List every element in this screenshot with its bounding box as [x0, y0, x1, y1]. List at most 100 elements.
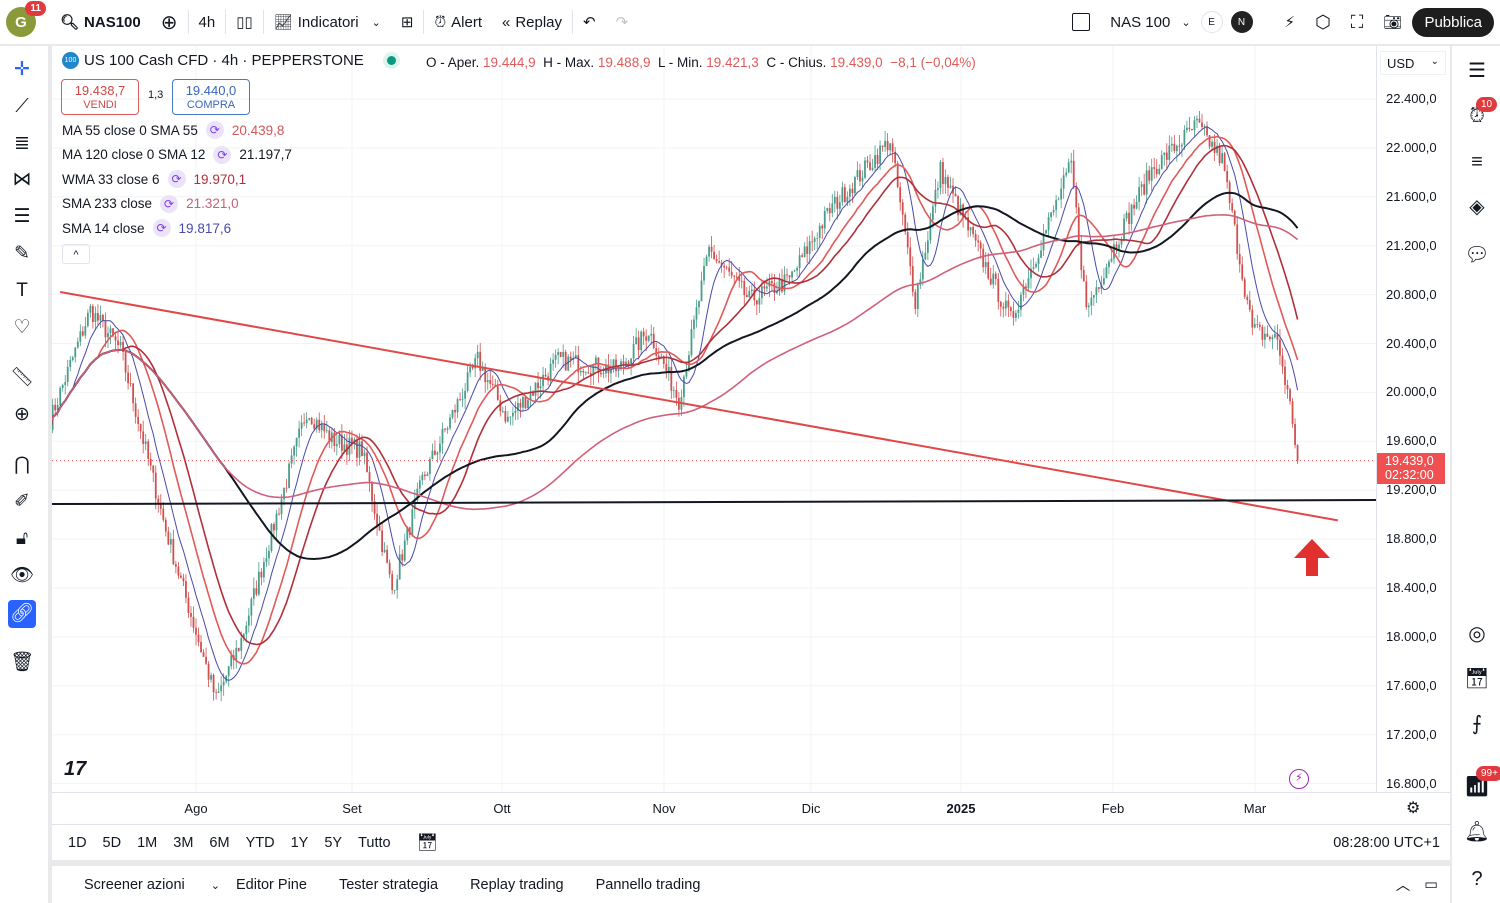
candle-body	[102, 315, 104, 321]
maximize-panel-icon[interactable]: ▭	[1424, 876, 1438, 893]
range-5d[interactable]: 5D	[102, 834, 122, 851]
interval-button[interactable]: 4h	[198, 13, 216, 31]
collapse-legend-button[interactable]: ^	[62, 243, 90, 264]
range-ytd[interactable]: YTD	[245, 834, 275, 851]
redo-button[interactable]: ↷	[606, 0, 639, 44]
indicator-wma33[interactable]: WMA 33 close 6 ⟳ 19.970,1	[62, 167, 292, 192]
cycle-icon[interactable]: ⟳	[205, 121, 224, 140]
zoom-in-icon[interactable]: ⊕	[14, 404, 30, 425]
quick-search-button[interactable]: ⚡︎	[1275, 0, 1306, 44]
compare-symbol-button[interactable]: NAS 100 ⌄	[1100, 0, 1200, 44]
layout-button[interactable]	[1062, 0, 1100, 44]
candle-body	[1183, 130, 1186, 145]
cycle-icon[interactable]: ⟳	[167, 170, 186, 189]
lightning-icon[interactable]: ⚡︎	[1289, 769, 1309, 789]
replay-button[interactable]: «Replay	[492, 0, 572, 44]
lock-icon[interactable]: 🔓︎	[15, 528, 29, 549]
tab-replay-trading[interactable]: Replay trading	[470, 876, 564, 893]
link-icon[interactable]: 🔗︎	[8, 600, 36, 628]
trendline-icon[interactable]: ⟋	[15, 96, 29, 117]
ideas-stream-icon[interactable]: 📶︎ 99+	[1464, 766, 1500, 800]
e-button[interactable]: E	[1200, 11, 1223, 33]
settings-button[interactable]: ⬡	[1305, 0, 1341, 44]
candle-body	[909, 247, 912, 267]
cycle-icon[interactable]: ⟳	[213, 145, 232, 164]
candle-body	[582, 370, 585, 373]
heart-icon[interactable]: ♡	[13, 317, 31, 338]
clock[interactable]: 08:28:00 UTC+1	[1333, 834, 1440, 851]
candle-body	[766, 286, 768, 289]
forecast-icon[interactable]: ☰	[13, 206, 31, 227]
candle-body	[740, 280, 743, 282]
fib-lines-icon[interactable]: ≣	[14, 133, 30, 154]
time-axis[interactable]: Ago Set Ott Nov Dic 2025 Feb Mar ⚙︎	[52, 792, 1450, 822]
indicator-ma120[interactable]: MA 120 close 0 SMA 12 ⟳ 21.197,7	[62, 143, 292, 168]
indicator-ma55[interactable]: MA 55 close 0 SMA 55 ⟳ 20.439,8	[62, 118, 292, 143]
symbol-search[interactable]: 🔍︎ NAS100	[50, 0, 151, 44]
n-button[interactable]: N	[1230, 11, 1253, 33]
range-1y[interactable]: 1Y	[290, 834, 309, 851]
crosshair-icon[interactable]: ✛	[14, 59, 30, 80]
layers-icon[interactable]: ◈	[1469, 196, 1485, 218]
currency-select[interactable]: USD ⌄	[1380, 51, 1446, 75]
pine-icon[interactable]: ⨍	[1471, 713, 1483, 735]
calendar-goto-icon[interactable]: 📅︎	[416, 832, 439, 852]
range-1m[interactable]: 1M	[137, 834, 158, 851]
alerts-icon[interactable]: ⏰︎ 10	[1464, 97, 1498, 129]
indicator-sma233[interactable]: SMA 233 close ⟳ 21.321,0	[62, 192, 292, 217]
avatar[interactable]: G 11	[6, 1, 46, 37]
buy-button[interactable]: 19.440,0 COMPRA	[172, 79, 250, 115]
fullscreen-button[interactable]: ⛶	[1341, 0, 1374, 44]
symbol-title[interactable]: US 100 Cash CFD · 4h · PEPPERSTONE	[84, 52, 364, 69]
magnet-icon[interactable]: ⋂	[14, 454, 30, 475]
watchlist-icon[interactable]: ☰	[1468, 60, 1486, 82]
expand-panel-icon[interactable]: ︿	[1395, 878, 1411, 894]
candle-body	[662, 356, 665, 364]
snapshot-button[interactable]: 📷︎	[1373, 0, 1412, 44]
price-axis[interactable]: USD ⌄ 22.400,0 22.000,0 21.600,0 21.200,0 20.…	[1376, 46, 1450, 792]
eye-icon[interactable]: 👁︎	[10, 565, 35, 586]
chat-icon[interactable]: 💬︎	[1464, 244, 1490, 266]
pattern-icon[interactable]: ⋈	[12, 169, 32, 190]
range-1d[interactable]: 1D	[68, 834, 87, 851]
indicators-button[interactable]: 📈︎ Indicatori ⌄	[264, 0, 391, 44]
candle-body	[826, 208, 829, 211]
range-5y[interactable]: 5Y	[324, 834, 343, 851]
candle-body	[937, 188, 939, 190]
text-icon[interactable]: T	[16, 280, 28, 301]
tab-trading-panel[interactable]: Pannello trading	[595, 876, 701, 893]
candle-body	[1231, 203, 1234, 211]
trash-icon[interactable]: 🗑︎	[10, 652, 35, 673]
target-icon[interactable]: ◎	[1468, 623, 1486, 645]
tab-screener[interactable]: Screener azioni ⌄	[52, 877, 236, 893]
range-6m[interactable]: 6M	[209, 834, 230, 851]
calendar-icon[interactable]: 📅︎	[1464, 668, 1490, 690]
tradingview-logo[interactable]: 17	[64, 758, 87, 780]
indicator-sma14[interactable]: SMA 14 close ⟳ 19.817,6	[62, 216, 292, 241]
compare-button[interactable]: ⊕	[151, 0, 188, 44]
bell-icon[interactable]: 🔔︎	[1464, 821, 1490, 843]
ruler-icon[interactable]: 📏︎	[10, 367, 35, 388]
tab-pine-editor[interactable]: Editor Pine	[236, 876, 307, 893]
templates-button[interactable]: ⊞	[391, 0, 424, 44]
candle-body	[610, 369, 612, 374]
chart-type-button[interactable]: ▯▯	[226, 0, 263, 44]
ma55-line	[52, 135, 1299, 665]
help-icon[interactable]: ?	[1471, 868, 1483, 890]
object-tree-icon[interactable]: ≡	[1471, 151, 1483, 173]
settings-gear-icon[interactable]: ⚙︎	[1406, 800, 1421, 817]
range-tutto[interactable]: Tutto	[358, 834, 391, 851]
price-chart[interactable]	[52, 46, 1376, 792]
lock-pencil-icon[interactable]: ✐	[14, 491, 30, 512]
range-3m[interactable]: 3M	[173, 834, 194, 851]
indicators-label: Indicatori	[297, 13, 359, 31]
alert-button[interactable]: ⏰︎ Alert	[424, 0, 492, 44]
undo-button[interactable]: ↶	[573, 0, 606, 44]
cycle-icon[interactable]: ⟳	[160, 194, 179, 213]
brush-icon[interactable]: ✎	[14, 243, 30, 264]
publish-button[interactable]: Pubblica	[1412, 7, 1494, 37]
tab-strategy-tester[interactable]: Tester strategia	[338, 876, 439, 893]
cycle-icon[interactable]: ⟳	[152, 219, 171, 238]
grid-icon: ⊞	[400, 14, 414, 31]
sell-button[interactable]: 19.438,7 VENDI	[61, 79, 139, 115]
